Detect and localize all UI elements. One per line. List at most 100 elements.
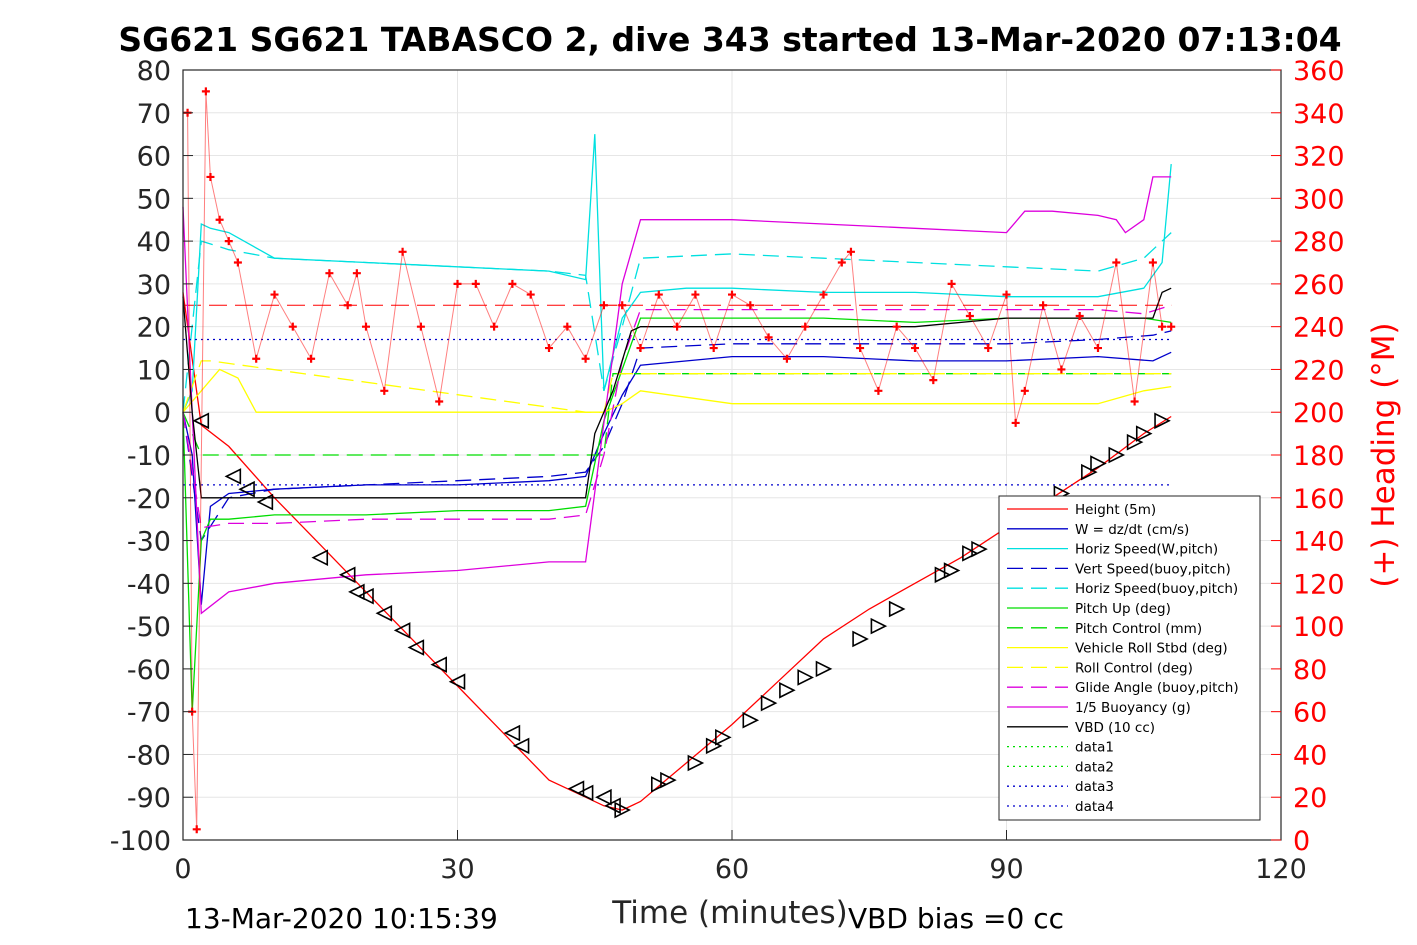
depth-marker <box>576 784 594 802</box>
y2-tick-label: 100 <box>1293 612 1345 643</box>
legend-entry: Vehicle Roll Stbd (deg) <box>1075 641 1228 657</box>
depth-marker <box>797 669 814 686</box>
y-tick-label: 40 <box>137 227 171 258</box>
heading-point <box>416 322 425 331</box>
depth-marker <box>888 600 906 618</box>
series-line-10 <box>182 176 1172 615</box>
depth-marker <box>503 724 521 742</box>
heading-point <box>215 215 224 224</box>
heading-point <box>1002 290 1011 299</box>
y-tick-label: -70 <box>127 698 171 729</box>
y2-tick-label: 0 <box>1293 826 1310 857</box>
y-tick-label: 20 <box>137 313 171 344</box>
heading-point <box>654 290 663 299</box>
heading-point <box>728 290 736 299</box>
y-tick-label: 0 <box>154 398 171 429</box>
series-line-3 <box>182 330 1172 543</box>
y2-tick-label: 320 <box>1293 142 1345 173</box>
heading-point <box>233 258 242 267</box>
series-line-4 <box>182 232 1172 413</box>
y-tick-label: 30 <box>137 270 171 301</box>
heading-point <box>526 290 535 299</box>
heading-point <box>490 322 499 331</box>
y-tick-label: 80 <box>137 56 171 87</box>
y2-axis-ticks: 0 20 40 60 80 100 120 140 160 180 200 220 240 260 280 3… <box>1271 56 1345 857</box>
depth-marker <box>943 562 961 579</box>
depth-marker <box>256 493 274 511</box>
heading-point <box>325 269 334 278</box>
heading-point <box>782 354 791 363</box>
y2-tick-label: 260 <box>1293 270 1345 301</box>
heading-point <box>801 322 810 331</box>
legend-entry: Height (5m) <box>1075 502 1156 518</box>
heading-point <box>307 354 316 363</box>
heading-point <box>874 386 883 395</box>
series-line-5 <box>182 317 1172 712</box>
heading-point <box>545 344 553 353</box>
heading-point <box>892 322 901 331</box>
legend-entry: data2 <box>1075 759 1114 775</box>
heading-point <box>984 344 993 353</box>
y2-tick-label: 20 <box>1293 783 1327 814</box>
legend-entry: Roll Control (deg) <box>1075 660 1193 676</box>
depth-marker <box>687 754 705 772</box>
depth-marker <box>448 673 466 691</box>
heading-point <box>1094 344 1102 353</box>
heading-point <box>352 269 361 278</box>
y2-tick-label: 340 <box>1293 99 1345 130</box>
heading-point <box>1130 397 1139 406</box>
heading-point <box>252 354 261 363</box>
y-tick-label: -20 <box>127 484 171 515</box>
x-tick-label: 60 <box>715 854 749 885</box>
y-tick-label: 50 <box>137 184 171 215</box>
y2-tick-label: 80 <box>1293 655 1327 686</box>
heading-point <box>599 301 608 310</box>
chart-title: SG621 SG621 TABASCO 2, dive 343 started … <box>118 20 1341 59</box>
footer-vbd-bias: VBD bias =0 cc <box>848 902 1064 935</box>
depth-marker <box>815 660 833 678</box>
series-line-6 <box>182 373 1172 456</box>
heading-point <box>1148 258 1157 267</box>
series-line-8 <box>182 360 1172 413</box>
y2-tick-label: 140 <box>1293 527 1345 558</box>
heading-point <box>837 258 846 267</box>
y2-tick-label: 60 <box>1293 698 1327 729</box>
x-axis-ticks: 0 30 60 90 120 <box>174 830 1307 885</box>
depth-marker <box>760 694 778 712</box>
y-tick-label: -90 <box>127 783 171 814</box>
depth-marker <box>742 711 760 729</box>
y2-tick-label: 40 <box>1293 740 1327 771</box>
heading-point <box>764 333 773 342</box>
depth-marker <box>1108 446 1126 464</box>
heading-point <box>673 322 682 331</box>
heading-point <box>1057 365 1066 374</box>
depth-marker <box>224 468 242 485</box>
depth-marker <box>512 737 530 755</box>
depth-marker <box>238 480 255 498</box>
depth-markers <box>192 412 1171 819</box>
depth-marker <box>779 681 796 699</box>
y-tick-label: 10 <box>137 355 171 386</box>
heading-point <box>270 290 279 299</box>
series-line-11 <box>182 287 1172 499</box>
legend-entry: data4 <box>1075 799 1114 815</box>
depth-marker <box>852 630 869 648</box>
heading-point <box>746 301 755 310</box>
heading-point <box>508 279 517 288</box>
heading-point <box>288 322 297 331</box>
y-tick-label: -100 <box>110 826 171 857</box>
y2-tick-label: 160 <box>1293 484 1345 515</box>
heading-point <box>398 247 407 256</box>
legend-entry: Horiz Speed(buoy,pitch) <box>1075 581 1238 597</box>
depth-marker <box>971 540 988 558</box>
y2-tick-label: 300 <box>1293 184 1345 215</box>
heading-point <box>1167 322 1176 331</box>
footer-timestamp: 13-Mar-2020 10:15:39 <box>185 902 498 935</box>
depth-marker <box>567 780 585 797</box>
depth-marker <box>1154 412 1171 430</box>
y2-tick-label: 200 <box>1293 398 1345 429</box>
legend-entry: W = dz/dt (cm/s) <box>1075 522 1189 538</box>
x-tick-label: 0 <box>174 854 191 885</box>
legend-entry: Horiz Speed(W,pitch) <box>1075 542 1218 558</box>
